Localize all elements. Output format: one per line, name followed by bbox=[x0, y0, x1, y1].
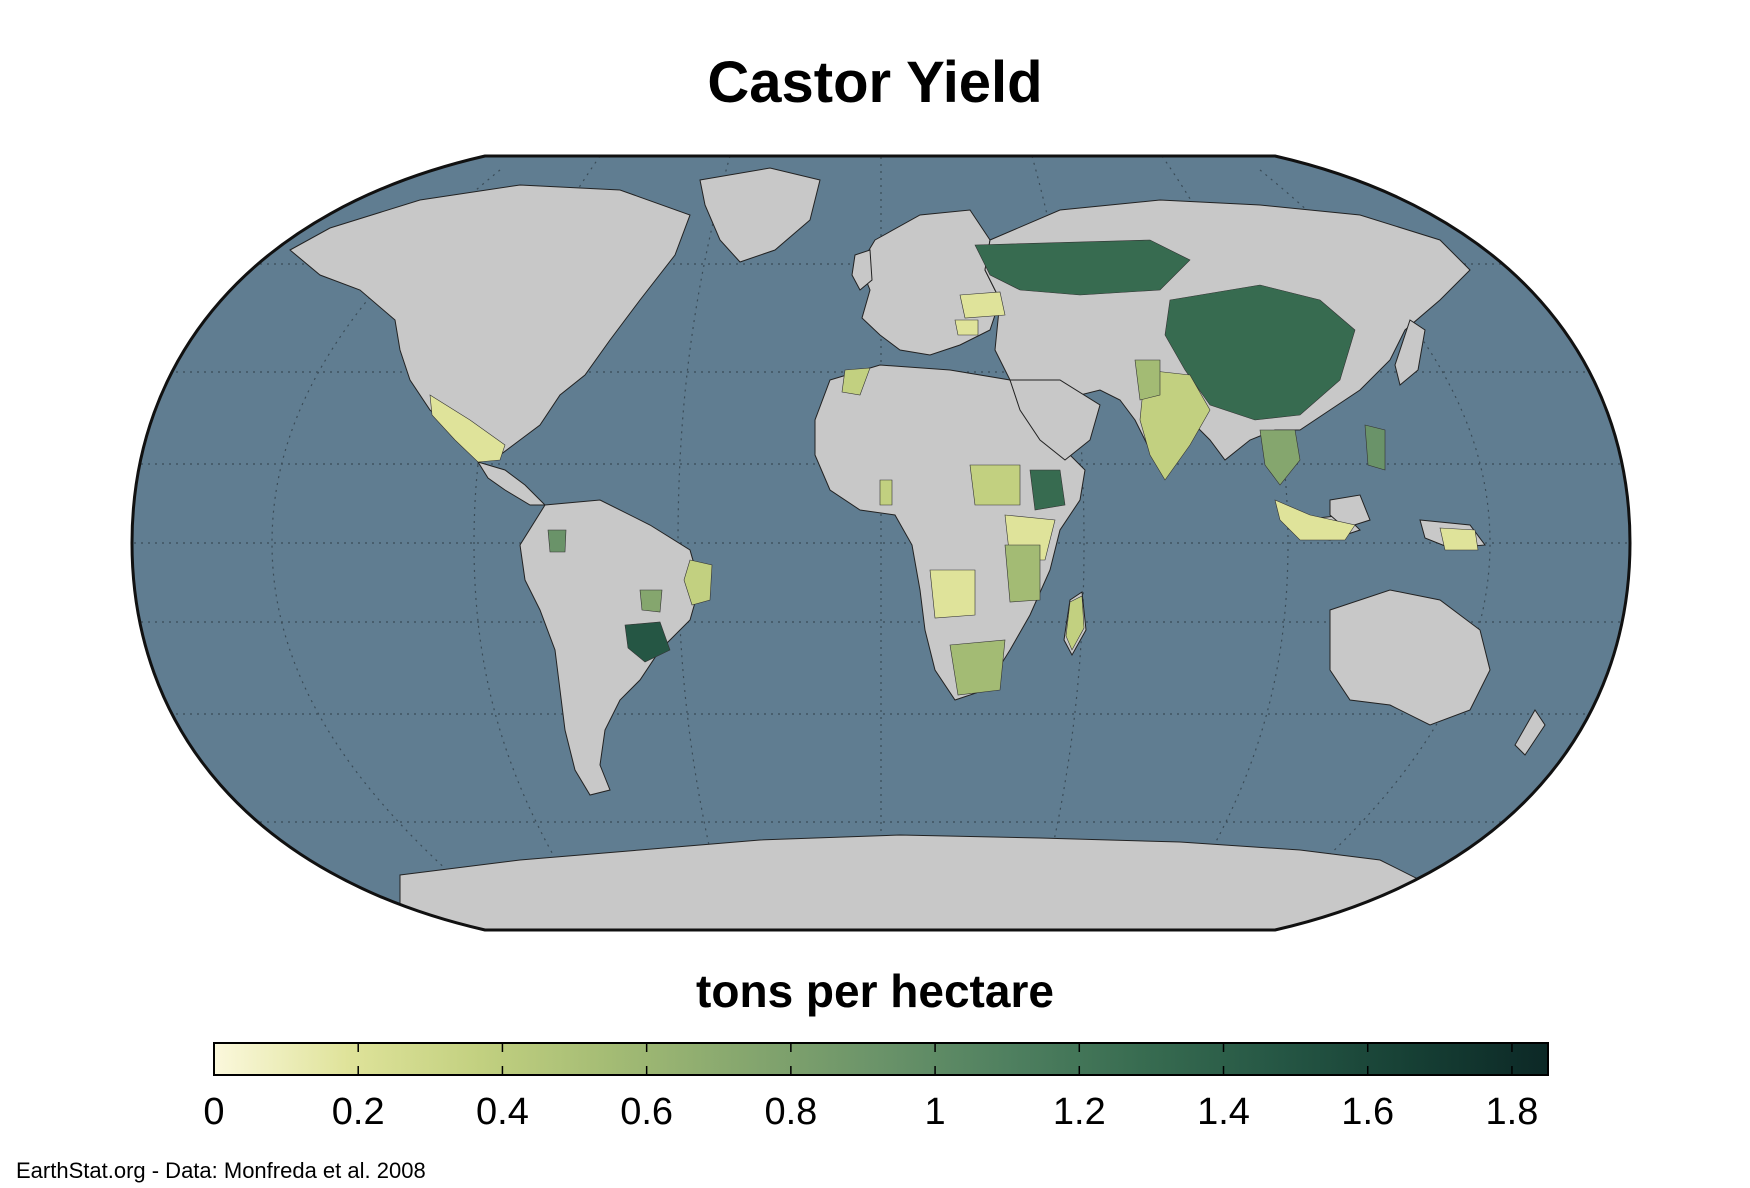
japan bbox=[1394, 319, 1426, 386]
yield-madagascar bbox=[1065, 595, 1085, 651]
arabia bbox=[1009, 379, 1101, 461]
yield-ukraine bbox=[959, 291, 1006, 319]
yield-romania bbox=[954, 319, 979, 336]
colorbar-tick-label: 0.4 bbox=[476, 1091, 529, 1133]
yield-ethiopia bbox=[1029, 469, 1066, 511]
map-frame bbox=[130, 154, 1632, 932]
uk bbox=[851, 249, 873, 291]
yield-philippines bbox=[1364, 424, 1386, 471]
colorbar-tick-label: 0 bbox=[203, 1091, 225, 1133]
colorbar-tick-label: 1.8 bbox=[1485, 1091, 1539, 1133]
yield-ghana bbox=[879, 479, 893, 506]
yield-regions bbox=[429, 239, 1479, 696]
new-zealand bbox=[1514, 709, 1546, 756]
colorbar-ticks bbox=[357, 1043, 1513, 1075]
borneo bbox=[1329, 494, 1371, 529]
yield-thailand bbox=[1259, 429, 1301, 486]
colorbar-tick-label: 0.2 bbox=[331, 1091, 385, 1133]
data-credit: EarthStat.org - Data: Monfreda et al. 20… bbox=[16, 1158, 426, 1183]
colorbar-tick-label: 1.2 bbox=[1052, 1091, 1106, 1133]
yield-ecuador bbox=[547, 529, 567, 553]
yield-india bbox=[1139, 369, 1211, 481]
australia bbox=[1329, 589, 1491, 726]
yield-south-africa bbox=[949, 639, 1006, 696]
colorbar-tick-label: 0.8 bbox=[764, 1091, 818, 1133]
antarctica bbox=[399, 834, 1421, 930]
yield-indonesia bbox=[1274, 499, 1356, 541]
yield-mexico bbox=[429, 394, 506, 463]
yield-angola bbox=[929, 569, 976, 619]
colorbar-tick-label: 1.4 bbox=[1197, 1091, 1250, 1133]
europe bbox=[859, 209, 1001, 356]
colorbar-tick-label: 1 bbox=[924, 1091, 946, 1133]
legend-title: tons per hectare bbox=[696, 965, 1054, 1017]
colorbar-tick-label: 0.6 bbox=[620, 1091, 674, 1133]
yield-mozambique bbox=[1004, 544, 1041, 603]
yield-china bbox=[1164, 284, 1356, 421]
colorbar-gradient bbox=[213, 1042, 1549, 1076]
north-america bbox=[289, 184, 691, 463]
yield-morocco bbox=[841, 367, 871, 396]
colorbar-tick-label: 1.6 bbox=[1341, 1091, 1395, 1133]
yield-pakistan bbox=[1134, 359, 1161, 401]
map-title: Castor Yield bbox=[707, 50, 1043, 115]
central-america bbox=[476, 461, 547, 506]
yield-sudan bbox=[969, 464, 1021, 506]
greenland bbox=[699, 167, 821, 263]
yield-brazil-ne bbox=[683, 559, 713, 606]
yield-russia bbox=[974, 239, 1191, 296]
yield-paraguay bbox=[624, 621, 671, 663]
yield-brazil-c bbox=[639, 589, 663, 613]
yield-new-guinea bbox=[1439, 527, 1479, 551]
